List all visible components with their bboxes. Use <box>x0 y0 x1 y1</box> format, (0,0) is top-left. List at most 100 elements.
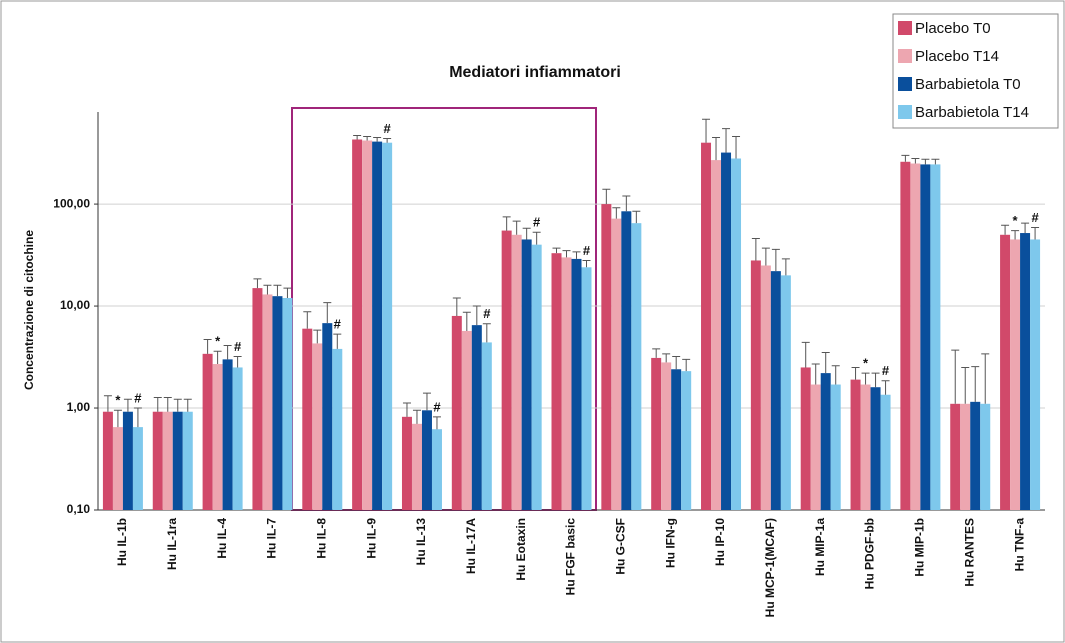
x-tick-label: Hu IL-7 <box>265 518 279 559</box>
error-bar <box>761 247 770 266</box>
bar <box>182 411 193 510</box>
annotation: # <box>583 243 591 258</box>
error-bar <box>901 154 910 162</box>
bar <box>770 271 781 510</box>
bar <box>202 353 213 510</box>
bar <box>850 379 861 510</box>
error-bar <box>1001 224 1010 235</box>
bar <box>481 342 492 510</box>
error-bar <box>253 278 262 289</box>
bar <box>631 223 642 511</box>
bar <box>910 163 921 511</box>
bar <box>880 394 891 510</box>
error-bar <box>732 136 741 159</box>
x-tick-label: Hu MCP-1(MCAF) <box>763 518 777 617</box>
error-bar <box>213 350 222 365</box>
bar <box>272 296 283 510</box>
bar <box>711 160 722 510</box>
bar <box>800 367 811 510</box>
bar <box>511 234 522 510</box>
error-bar <box>233 356 242 368</box>
x-tick-label: Hu IL-17A <box>464 518 478 574</box>
bar <box>132 427 143 510</box>
error-bar <box>931 158 940 165</box>
bar <box>172 411 183 510</box>
error-bar <box>123 398 132 412</box>
annotation: # <box>882 363 890 378</box>
legend-label: Placebo T14 <box>915 48 999 65</box>
error-bar <box>871 372 880 388</box>
error-bar <box>562 250 571 258</box>
error-bar <box>183 398 192 412</box>
error-bar <box>881 380 890 395</box>
x-tick-label: Hu PDGF-bb <box>863 518 877 589</box>
y-tick-label: 0,10 <box>67 502 91 516</box>
bar <box>671 369 682 510</box>
bar <box>332 348 343 510</box>
error-bar <box>552 247 561 254</box>
error-bar <box>363 136 372 141</box>
x-tick-label: Hu IL-8 <box>314 518 328 559</box>
bar <box>222 359 233 510</box>
bar <box>232 367 243 510</box>
bar <box>471 325 482 510</box>
x-tick-label: Hu Eotaxin <box>514 518 528 581</box>
annotation: # <box>1031 210 1039 225</box>
y-tick-label: 10,00 <box>60 298 90 312</box>
error-bar <box>153 396 162 412</box>
bar <box>382 142 393 511</box>
bar <box>571 258 582 510</box>
annotation: # <box>384 121 392 136</box>
bar <box>950 403 961 510</box>
error-bar <box>602 188 611 205</box>
error-bar <box>412 409 421 424</box>
legend-swatch <box>898 77 912 91</box>
error-bar <box>163 396 172 412</box>
annotation: * <box>863 356 869 371</box>
bar <box>372 141 383 510</box>
bar <box>431 429 442 510</box>
bar <box>312 343 323 510</box>
error-bar <box>502 216 511 231</box>
error-bar <box>981 353 990 404</box>
error-bar <box>383 137 392 143</box>
bar <box>551 253 562 510</box>
error-bar <box>432 416 441 430</box>
bar <box>760 265 771 510</box>
bar <box>1000 234 1011 510</box>
error-bar <box>353 135 362 140</box>
error-bar <box>373 136 382 142</box>
error-bar <box>512 220 521 235</box>
bar <box>262 294 273 510</box>
bar <box>411 423 422 510</box>
error-bar <box>662 353 671 363</box>
error-bar <box>402 402 411 417</box>
error-bar <box>572 251 581 259</box>
error-bar <box>722 128 731 153</box>
annotation: # <box>334 317 342 332</box>
error-bar <box>223 345 232 360</box>
error-bar <box>532 231 541 245</box>
error-bar <box>702 118 711 143</box>
legend-label: Barbabietola T14 <box>915 104 1029 121</box>
y-tick-label: 100,00 <box>53 196 90 210</box>
bar <box>561 257 572 510</box>
annotation: # <box>234 339 242 354</box>
error-bar <box>951 349 960 404</box>
legend-label: Barbabietola T0 <box>915 76 1021 93</box>
x-tick-label: Hu RANTES <box>962 518 976 587</box>
bar <box>1010 239 1021 510</box>
error-bar <box>1021 222 1030 234</box>
bar <box>1020 233 1031 511</box>
bar <box>960 403 971 510</box>
error-bar <box>751 237 760 261</box>
bar <box>362 140 373 510</box>
error-bar <box>811 363 820 385</box>
bar <box>820 373 831 510</box>
annotation: # <box>134 390 142 405</box>
error-bar <box>482 323 491 343</box>
y-tick-label: 1,00 <box>67 400 91 414</box>
error-bar <box>911 157 920 164</box>
x-tick-label: Hu IL-13 <box>414 518 428 566</box>
x-tick-label: Hu IL-1ra <box>165 518 179 570</box>
